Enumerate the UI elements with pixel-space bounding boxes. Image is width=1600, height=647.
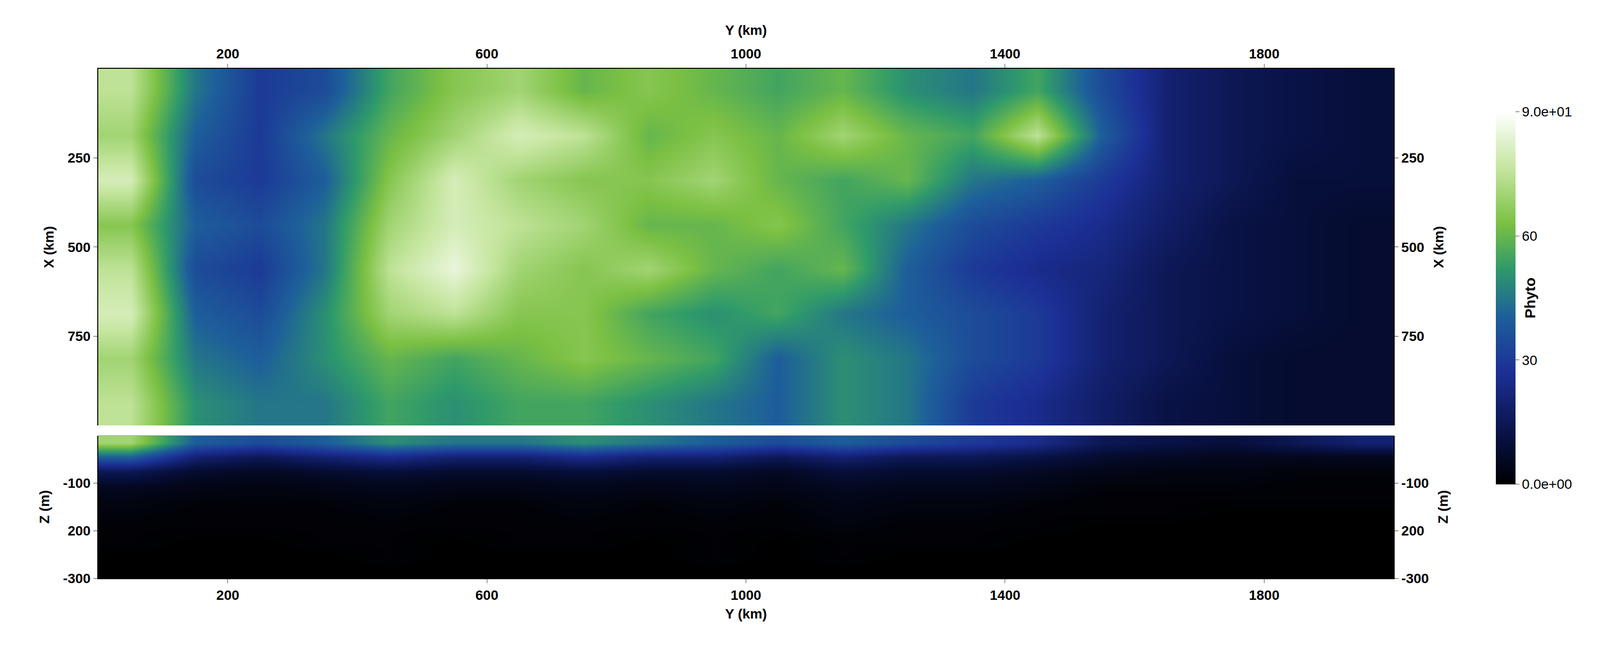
- svg-text:750: 750: [1401, 328, 1425, 344]
- svg-text:1800: 1800: [1248, 587, 1280, 603]
- svg-text:750: 750: [67, 328, 91, 344]
- svg-text:250: 250: [1401, 150, 1425, 166]
- svg-text:Z (m): Z (m): [1435, 490, 1451, 524]
- svg-text:-300: -300: [1401, 570, 1430, 587]
- svg-text:X (km): X (km): [1431, 225, 1447, 269]
- svg-text:250: 250: [67, 150, 91, 166]
- svg-text:Y (km): Y (km): [725, 22, 767, 38]
- svg-text:60: 60: [1521, 228, 1538, 244]
- svg-text:-100: -100: [1401, 475, 1430, 491]
- svg-text:0.0e+00: 0.0e+00: [1521, 476, 1572, 492]
- svg-text:1400: 1400: [989, 587, 1021, 603]
- svg-text:Z (m): Z (m): [36, 490, 53, 524]
- svg-text:-300: -300: [62, 570, 91, 587]
- svg-text:200: 200: [216, 46, 240, 62]
- svg-text:9.0e+01: 9.0e+01: [1521, 104, 1572, 120]
- svg-text:200: 200: [67, 523, 91, 539]
- svg-text:1000: 1000: [730, 46, 761, 62]
- svg-text:600: 600: [475, 587, 499, 603]
- svg-text:-100: -100: [62, 475, 91, 491]
- svg-text:1800: 1800: [1248, 46, 1280, 62]
- svg-text:30: 30: [1521, 352, 1538, 368]
- svg-text:X (km): X (km): [41, 225, 57, 269]
- svg-text:500: 500: [67, 239, 91, 255]
- svg-text:1400: 1400: [989, 46, 1021, 62]
- svg-text:600: 600: [475, 46, 499, 62]
- svg-text:200: 200: [216, 587, 240, 603]
- svg-text:500: 500: [1401, 239, 1425, 255]
- svg-text:1000: 1000: [730, 587, 761, 603]
- svg-text:200: 200: [1401, 523, 1425, 539]
- svg-text:Y (km): Y (km): [725, 606, 767, 622]
- svg-text:Phyto: Phyto: [1521, 277, 1539, 319]
